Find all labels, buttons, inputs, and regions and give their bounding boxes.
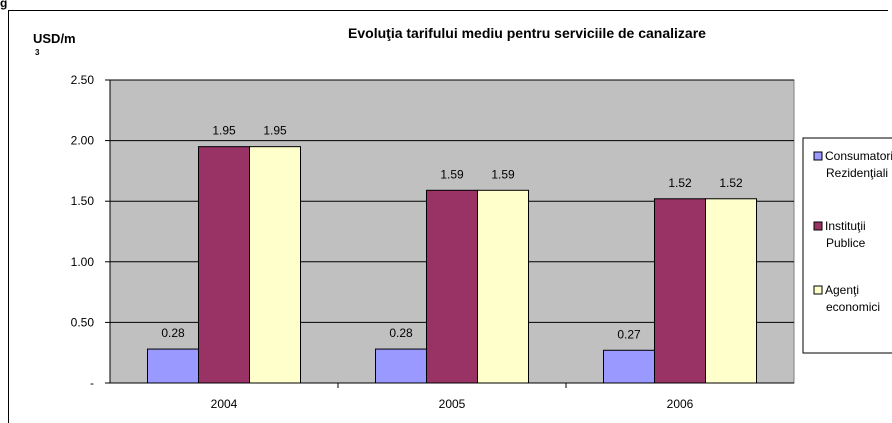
x-tick-label: 2005 — [439, 397, 466, 411]
header-fragment: g — [0, 0, 7, 10]
bar — [477, 189, 529, 384]
bar — [426, 189, 478, 384]
y-tick-label: 1.50 — [71, 194, 95, 208]
y-tick-label: 2.00 — [71, 134, 95, 148]
bar — [705, 198, 757, 384]
x-tick-label: 2006 — [667, 397, 694, 411]
legend-label: Agenţi — [825, 283, 859, 297]
bar — [603, 349, 655, 384]
legend-label: economici — [826, 300, 880, 314]
legend-box — [802, 137, 892, 354]
bar — [147, 348, 199, 384]
data-label: 0.28 — [389, 326, 413, 340]
chart-title: Evoluţia tarifului mediu pentru servicii… — [348, 25, 706, 41]
data-label: 0.28 — [161, 326, 185, 340]
y-tick-label: 1.00 — [71, 255, 95, 269]
chart-frame — [8, 10, 888, 423]
bar — [198, 146, 250, 384]
legend-swatch — [813, 151, 823, 161]
y-tick-label: - — [90, 376, 94, 390]
legend-label: Instituţii — [825, 219, 866, 233]
x-tick-label: 2004 — [211, 397, 238, 411]
legend-label: Publice — [826, 236, 866, 250]
data-label: 1.52 — [719, 176, 743, 190]
y-axis-label: USD/m — [33, 31, 76, 46]
legend-label: Rezidenţiali — [826, 166, 888, 180]
bar — [654, 198, 706, 384]
data-label: 1.95 — [212, 124, 236, 138]
data-label: 1.59 — [440, 167, 464, 181]
y-tick-label: 2.50 — [71, 73, 95, 87]
legend-swatch — [813, 221, 823, 231]
y-axis-label-superscript: 3 — [35, 48, 40, 57]
legend-label: Consumatori — [825, 149, 892, 163]
y-tick-label: 0.50 — [71, 315, 95, 329]
bar — [249, 146, 301, 384]
data-label: 1.95 — [263, 124, 287, 138]
legend-swatch — [813, 285, 823, 295]
data-label: 0.27 — [617, 327, 641, 341]
data-label: 1.52 — [668, 176, 692, 190]
bar — [375, 348, 427, 384]
data-label: 1.59 — [491, 167, 515, 181]
